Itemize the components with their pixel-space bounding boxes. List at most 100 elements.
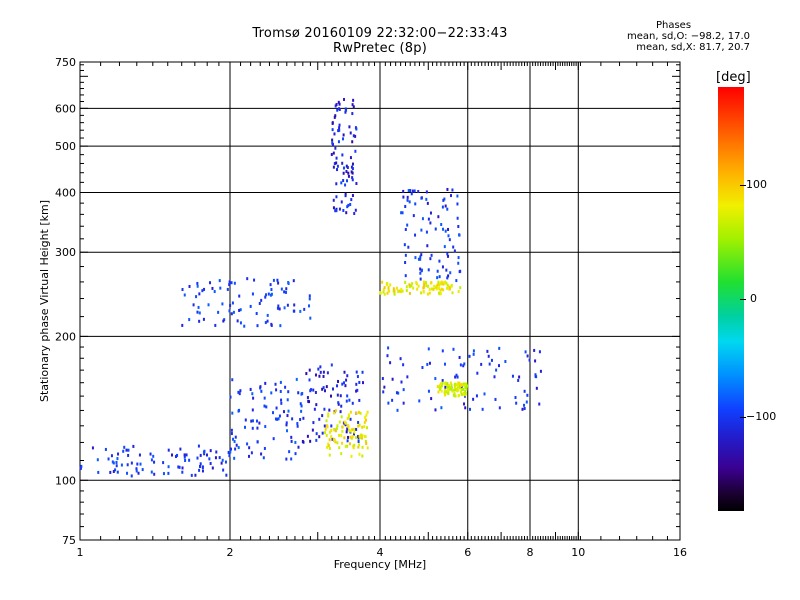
data-point — [337, 401, 340, 405]
data-point — [444, 393, 447, 397]
data-point — [334, 440, 337, 444]
data-point — [340, 200, 343, 204]
data-point — [309, 439, 312, 443]
data-point — [311, 428, 314, 432]
y-tick-label: 500 — [55, 140, 76, 153]
data-point — [430, 253, 433, 257]
data-point — [446, 207, 449, 211]
data-point — [423, 283, 426, 287]
data-point — [299, 402, 302, 406]
data-point — [427, 217, 430, 221]
data-point — [457, 388, 460, 392]
data-point — [346, 417, 349, 421]
data-point — [407, 189, 410, 193]
data-point — [202, 317, 205, 321]
data-point — [435, 287, 438, 291]
data-point — [167, 465, 170, 469]
data-point — [346, 427, 349, 431]
data-point — [337, 140, 340, 144]
data-point — [457, 289, 460, 293]
data-point — [275, 406, 278, 410]
data-point — [301, 439, 304, 443]
data-point — [251, 392, 254, 396]
data-point — [251, 292, 254, 296]
data-point — [321, 431, 324, 435]
data-point — [233, 439, 236, 443]
data-point — [185, 453, 188, 457]
data-point — [323, 407, 326, 411]
data-point — [476, 371, 479, 375]
data-point — [447, 388, 450, 392]
data-point — [427, 268, 430, 272]
data-point — [355, 411, 358, 415]
data-point — [332, 165, 335, 169]
data-point — [229, 303, 232, 307]
data-point — [387, 346, 390, 350]
data-point — [338, 123, 341, 127]
data-point — [344, 183, 347, 187]
data-point — [287, 281, 290, 285]
data-point — [333, 132, 336, 136]
data-point — [328, 453, 331, 457]
data-point — [344, 107, 347, 111]
data-point — [211, 466, 214, 470]
data-point — [150, 470, 153, 474]
data-point — [429, 221, 432, 225]
data-point — [332, 206, 335, 210]
data-point — [183, 293, 186, 297]
data-point — [285, 421, 288, 425]
data-point — [382, 290, 385, 294]
data-point — [109, 470, 112, 474]
data-point — [517, 378, 520, 382]
data-point — [179, 447, 182, 451]
data-point — [357, 420, 360, 424]
data-point — [237, 446, 240, 450]
x-tick-label: 8 — [527, 546, 534, 559]
data-point — [97, 470, 100, 474]
data-point — [214, 323, 217, 327]
data-point — [402, 388, 405, 392]
data-point — [318, 374, 321, 378]
data-point — [441, 379, 444, 383]
data-point — [428, 287, 431, 291]
data-point — [232, 310, 235, 314]
data-point — [244, 418, 247, 422]
data-point — [366, 410, 369, 414]
data-point — [345, 179, 348, 183]
data-point — [315, 432, 318, 436]
data-point — [421, 217, 424, 221]
data-point — [352, 98, 355, 102]
chart-title-line2: RwPretec (8p) — [333, 41, 427, 56]
data-point — [347, 171, 350, 175]
data-point — [332, 151, 335, 155]
data-point — [326, 425, 329, 429]
data-point — [197, 444, 200, 448]
data-point — [451, 291, 454, 295]
data-point — [435, 285, 438, 289]
data-point — [347, 203, 350, 207]
data-point — [336, 168, 339, 172]
data-point — [203, 452, 206, 456]
data-point — [345, 164, 348, 168]
data-point — [439, 386, 442, 390]
data-point — [459, 269, 462, 273]
data-point — [465, 382, 468, 386]
data-point — [450, 284, 453, 288]
data-point — [459, 286, 462, 290]
data-point — [277, 304, 280, 308]
x-tick-label: 2 — [227, 546, 234, 559]
data-point — [342, 137, 345, 141]
data-point — [231, 301, 234, 305]
data-point — [408, 200, 411, 204]
data-point — [442, 227, 445, 231]
data-point — [528, 358, 531, 362]
data-point — [348, 125, 351, 129]
data-point — [447, 274, 450, 278]
data-point — [498, 406, 501, 410]
data-point — [472, 352, 475, 356]
data-point — [437, 215, 440, 219]
data-point — [338, 446, 341, 450]
data-point — [343, 97, 346, 101]
data-point — [459, 386, 462, 390]
data-point — [444, 382, 447, 386]
